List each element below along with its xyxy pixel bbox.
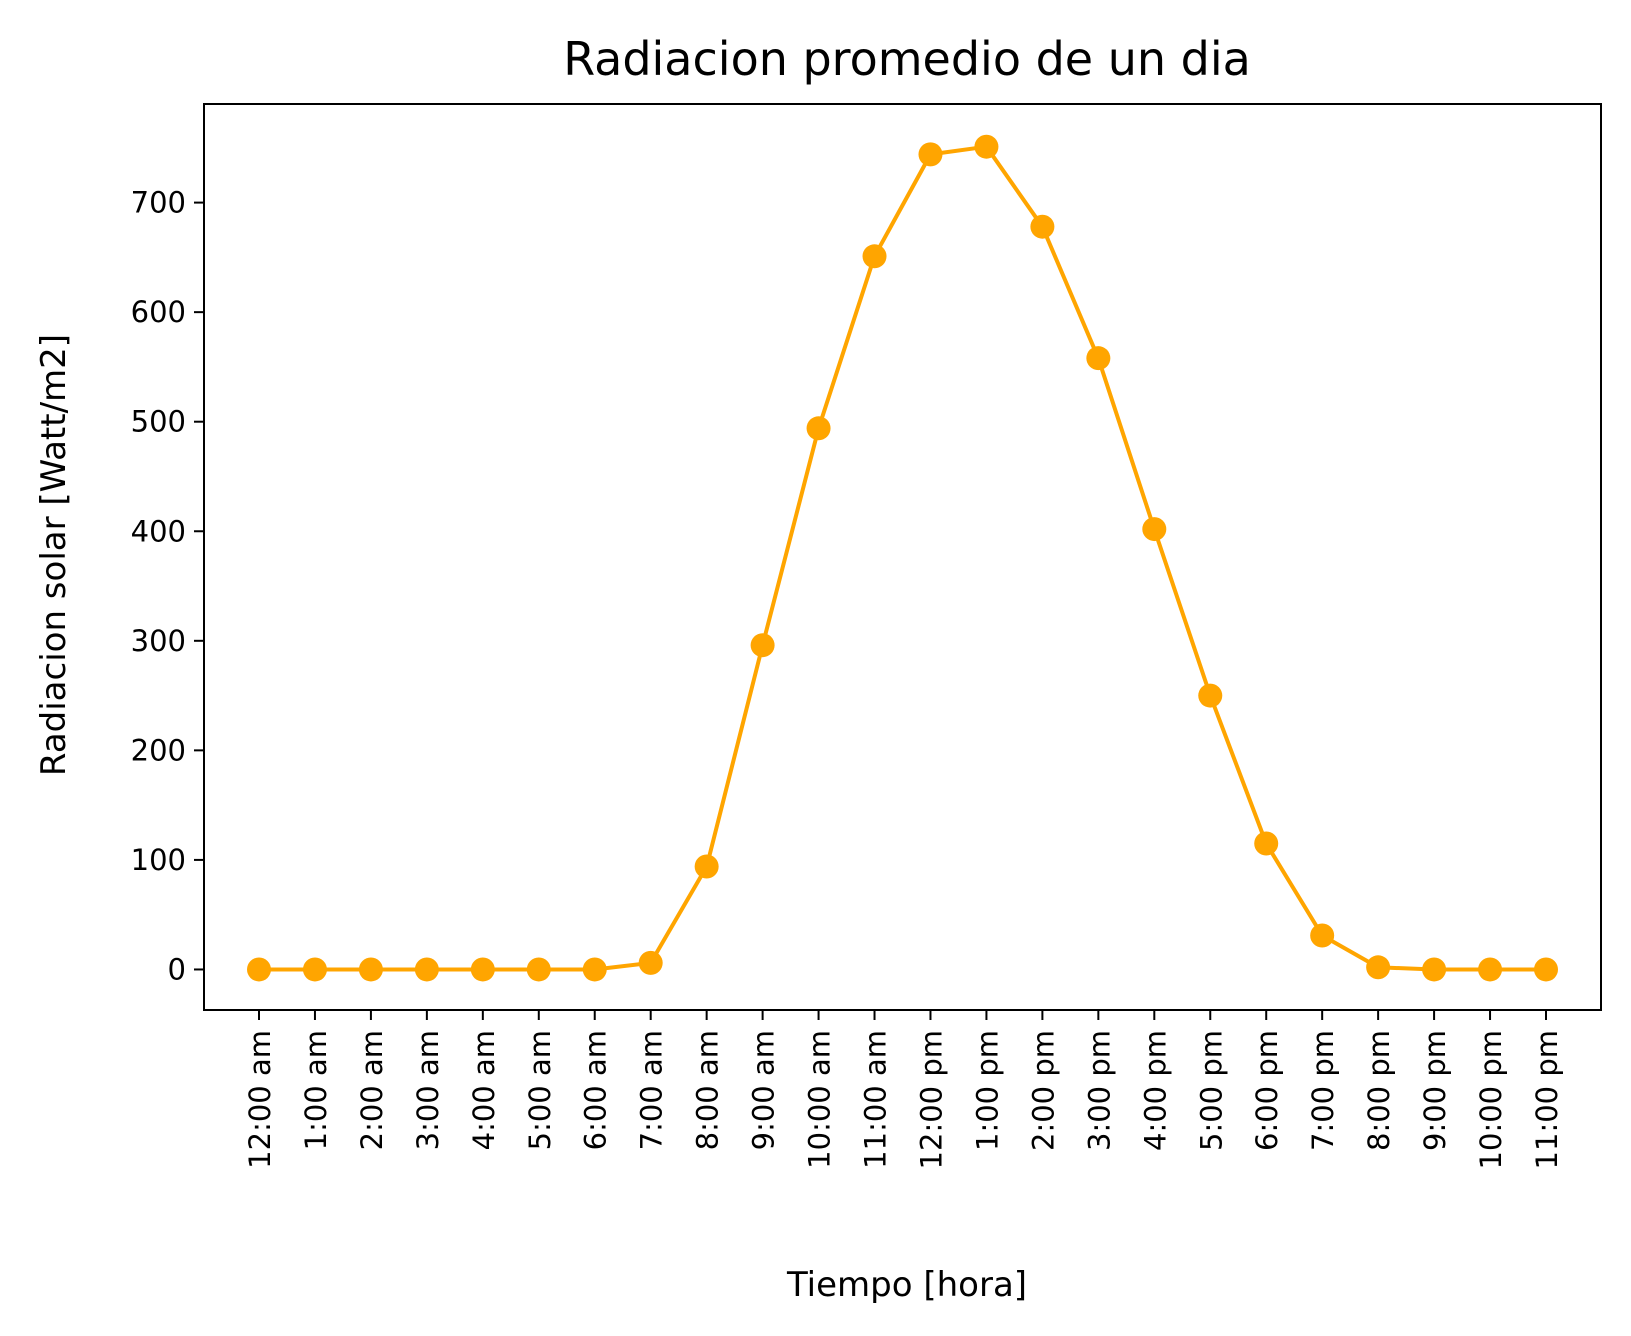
data-point (1422, 957, 1447, 982)
y-tick-label: 0 (168, 952, 186, 986)
data-point (1198, 683, 1223, 708)
y-axis-label: Radiacion solar [Watt/m2] (34, 334, 74, 776)
data-point (1534, 957, 1558, 982)
x-tick-label: 11:00 pm (1530, 1030, 1564, 1169)
x-tick-label: 6:00 am (579, 1030, 613, 1150)
x-tick-label: 8:00 pm (1362, 1030, 1396, 1151)
data-point (1142, 517, 1167, 542)
x-tick-label: 3:00 pm (1082, 1030, 1116, 1151)
plot-frame (203, 103, 1602, 1011)
x-tick-label: 7:00 pm (1306, 1030, 1340, 1151)
data-point (750, 633, 775, 658)
data-point (638, 950, 663, 975)
data-point (974, 134, 999, 159)
data-point (414, 957, 439, 982)
data-point (918, 142, 943, 167)
x-tick-label: 5:00 am (523, 1030, 557, 1150)
plot-area: 0 100 200 300 400 500 600 700 12:00 am 1:00 am 2:0… (131, 103, 1602, 1169)
y-tick-label: 300 (131, 624, 186, 658)
x-tick-label: 4:00 am (467, 1030, 501, 1150)
x-tick-label: 12:00 am (243, 1030, 277, 1169)
chart-title: Radiacion promedio de un dia (563, 32, 1251, 86)
data-point (1254, 831, 1279, 856)
data-point (582, 957, 607, 982)
data-point (694, 854, 719, 879)
data-point (247, 957, 271, 982)
data-point (1366, 955, 1391, 980)
x-tick-label: 4:00 pm (1138, 1030, 1172, 1151)
x-tick-label: 6:00 pm (1250, 1030, 1284, 1151)
x-axis-label: Tiempo [hora] (786, 1265, 1027, 1305)
data-point (1030, 214, 1055, 239)
x-tick-label: 2:00 am (355, 1030, 389, 1150)
y-tick-label: 700 (131, 186, 186, 220)
x-tick-label: 8:00 am (691, 1030, 725, 1150)
data-point (862, 244, 887, 269)
x-tick-label: 3:00 am (411, 1030, 445, 1150)
x-tick-label: 12:00 pm (914, 1030, 948, 1169)
data-point (1478, 957, 1503, 982)
data-point (526, 957, 551, 982)
data-point (302, 957, 327, 982)
x-tick-label: 10:00 am (803, 1030, 837, 1169)
data-point (358, 957, 383, 982)
x-tick-label: 5:00 pm (1194, 1030, 1228, 1151)
x-tick-label: 11:00 am (859, 1030, 893, 1169)
x-tick-label: 7:00 am (635, 1030, 669, 1150)
x-tick-label: 10:00 pm (1474, 1030, 1508, 1169)
data-point (1086, 346, 1111, 371)
x-tick-label: 1:00 am (299, 1030, 333, 1150)
y-tick-label: 500 (131, 405, 186, 439)
x-tick-label: 9:00 pm (1418, 1030, 1452, 1151)
x-tick-label: 9:00 am (747, 1030, 781, 1150)
data-point (1310, 923, 1335, 948)
data-point (806, 416, 831, 441)
x-tick-label: 2:00 pm (1026, 1030, 1060, 1151)
y-tick-label: 600 (131, 295, 186, 329)
data-point (470, 957, 495, 982)
y-tick-label: 100 (131, 843, 186, 877)
y-tick-label: 200 (131, 733, 186, 767)
y-tick-label: 400 (131, 514, 186, 548)
x-tick-label: 1:00 pm (970, 1030, 1004, 1151)
